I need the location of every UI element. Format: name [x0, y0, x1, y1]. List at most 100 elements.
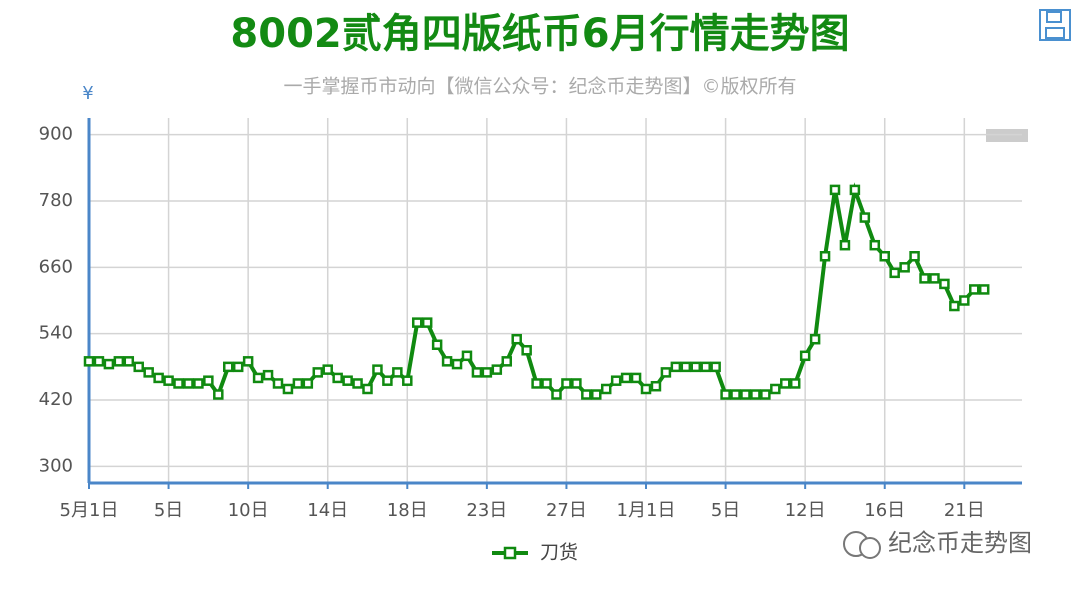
point-marker	[978, 284, 990, 295]
point-marker	[581, 389, 592, 400]
y-tick-label: 900	[39, 124, 73, 145]
legend-toggle	[986, 129, 1028, 142]
point-marker	[461, 350, 473, 362]
x-tick-label: 18日	[387, 500, 428, 521]
y-tick-label: 660	[39, 256, 73, 277]
point-marker	[541, 378, 552, 389]
point-marker	[591, 389, 602, 400]
point-marker	[153, 372, 164, 384]
point-marker	[819, 251, 831, 262]
x-tick-label: 12日	[785, 500, 826, 521]
point-marker	[859, 212, 871, 223]
point-marker	[113, 356, 125, 367]
point-marker	[660, 367, 672, 378]
point-marker	[262, 369, 274, 381]
point-marker	[372, 364, 383, 375]
point-marker	[382, 375, 393, 386]
point-marker	[551, 389, 562, 400]
point-marker	[899, 262, 910, 273]
point-marker	[223, 361, 234, 373]
point-marker	[282, 383, 294, 395]
point-marker	[799, 350, 811, 362]
point-marker	[352, 378, 363, 389]
point-marker	[919, 273, 930, 284]
y-tick-label: 300	[39, 455, 73, 476]
point-marker	[83, 356, 95, 367]
point-marker	[710, 361, 721, 373]
point-marker	[103, 358, 115, 370]
point-marker	[411, 317, 423, 328]
point-marker	[441, 356, 453, 367]
x-tick-label: 10日	[228, 500, 269, 521]
x-tick-label: 21日	[944, 500, 985, 521]
chart-title: 8002贰角四版纸币6月行情走势图	[230, 11, 849, 57]
point-marker	[959, 295, 970, 306]
point-marker	[680, 361, 692, 373]
point-marker	[332, 372, 343, 384]
point-marker	[939, 278, 950, 290]
x-tick-label: 16日	[864, 500, 905, 521]
point-marker	[780, 378, 791, 389]
point-marker	[740, 389, 751, 400]
chart-subtitle: 一手掌握币市动向【微信公众号：纪念币走势图】©版权所有	[283, 75, 796, 98]
point-marker	[272, 378, 284, 389]
point-marker	[829, 184, 841, 196]
point-marker	[123, 356, 135, 367]
point-marker	[789, 378, 801, 389]
point-marker	[362, 383, 373, 395]
point-marker	[630, 372, 642, 384]
point-marker	[193, 378, 204, 389]
x-tick-label: 14日	[307, 500, 348, 521]
point-marker	[133, 361, 144, 373]
point-marker	[571, 378, 582, 389]
point-marker	[869, 239, 881, 251]
save-icon[interactable]	[1039, 9, 1071, 41]
point-marker	[213, 389, 224, 400]
point-marker	[770, 383, 781, 395]
y-axis-label: ¥	[82, 83, 93, 104]
point-marker	[203, 375, 214, 386]
point-marker	[431, 339, 443, 350]
point-marker	[600, 383, 612, 395]
point-marker	[700, 361, 711, 373]
point-marker	[949, 300, 960, 312]
point-marker	[173, 378, 184, 389]
point-marker	[232, 361, 244, 373]
x-tick-label: 1月1日	[617, 500, 676, 521]
point-marker	[670, 361, 682, 373]
point-marker	[909, 251, 920, 262]
point-marker	[839, 239, 851, 251]
point-marker	[392, 367, 403, 378]
point-marker	[521, 345, 532, 356]
point-marker	[889, 267, 900, 279]
legend-label: 刀货	[540, 542, 578, 564]
point-marker	[849, 184, 861, 196]
x-tick-label: 5日	[711, 500, 740, 521]
point-marker	[163, 375, 174, 386]
point-marker	[312, 367, 324, 378]
point-marker	[720, 389, 731, 400]
y-tick-label: 780	[39, 190, 73, 211]
point-marker	[402, 375, 413, 386]
point-marker	[620, 372, 632, 384]
x-tick-label: 23日	[466, 500, 507, 521]
point-marker	[690, 361, 701, 373]
point-marker	[242, 356, 254, 367]
point-marker	[143, 367, 154, 378]
point-marker	[183, 378, 194, 389]
watermark: 纪念币走势图	[843, 529, 1032, 559]
x-tick-label: 5月1日	[60, 500, 119, 521]
point-marker	[292, 378, 304, 389]
legend-marker	[503, 546, 517, 560]
point-marker	[879, 251, 890, 262]
point-marker	[471, 367, 483, 378]
point-marker	[561, 378, 572, 389]
point-marker	[969, 284, 980, 295]
point-marker	[322, 364, 333, 375]
point-marker	[451, 358, 463, 370]
point-marker	[640, 383, 652, 395]
point-marker	[809, 333, 821, 345]
y-tick-label: 540	[39, 323, 73, 344]
